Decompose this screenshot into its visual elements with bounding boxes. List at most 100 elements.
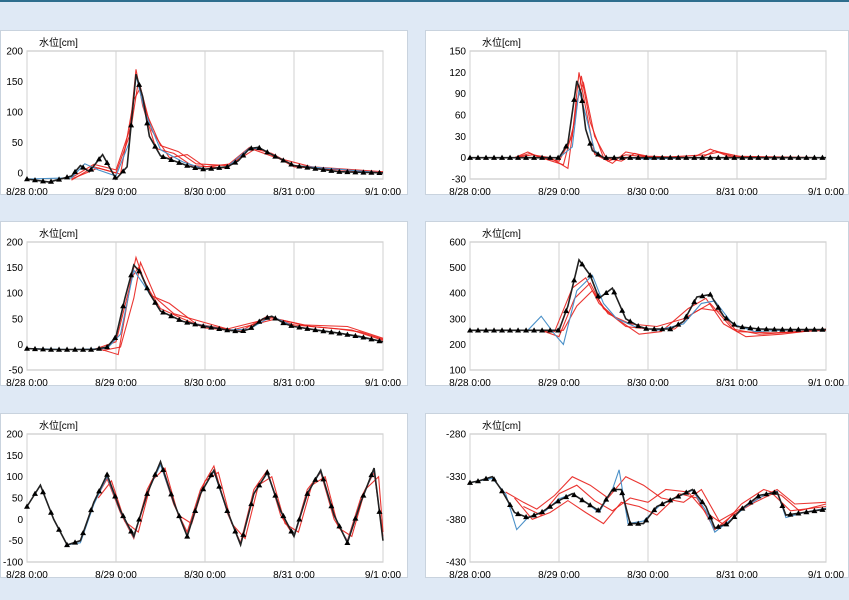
y-tick-label: 500 xyxy=(449,263,466,274)
observed-line xyxy=(26,459,384,548)
forecast-line xyxy=(523,484,827,526)
observed-point xyxy=(120,303,127,309)
observed-point xyxy=(72,168,79,175)
observed-point xyxy=(603,289,610,296)
observed-point xyxy=(128,272,135,278)
observed-point xyxy=(499,488,506,494)
chart-panel-6: 8/28 0:00 8/29 0:00 8/30 0:00 8/31 0:00 9/1 … xyxy=(425,413,849,581)
observed-point xyxy=(224,163,231,170)
observed-point xyxy=(627,154,634,160)
chart-panel-5: 8/28 0:00 8/29 0:00 8/30 0:00 8/31 0:00 9/1 … xyxy=(0,413,408,581)
observed-point xyxy=(320,166,327,172)
observed-point xyxy=(40,346,47,352)
observed-point xyxy=(467,154,473,160)
x-tick-label: 8/30 0:00 xyxy=(627,378,669,389)
observed-point xyxy=(651,154,658,160)
observed-point xyxy=(88,346,95,352)
x-tick-label: 8/30 0:00 xyxy=(184,570,226,581)
observed-point xyxy=(352,169,359,175)
y-tick-label: 150 xyxy=(6,451,23,462)
observed-point xyxy=(248,145,255,151)
observed-point xyxy=(192,507,199,513)
observed-point xyxy=(352,515,359,521)
observed-point xyxy=(216,483,223,489)
observed-point xyxy=(595,151,602,157)
y-axis-label: 水位[cm] xyxy=(39,36,78,49)
observed-point xyxy=(160,153,167,160)
observed-point xyxy=(779,326,786,332)
observed-point xyxy=(304,490,311,496)
observed-point xyxy=(360,169,367,175)
x-tick-label: 8/29 0:00 xyxy=(95,187,137,198)
observed-point xyxy=(723,154,730,160)
observed-point xyxy=(296,324,303,330)
observed-point xyxy=(64,174,71,180)
observed-point xyxy=(491,476,498,482)
x-tick-label: 8/30 0:00 xyxy=(627,570,669,581)
observed-point xyxy=(635,154,642,160)
observed-point xyxy=(152,471,159,477)
observed-point xyxy=(96,156,103,162)
observed-point xyxy=(232,528,239,534)
observed-point xyxy=(643,325,650,331)
observed-point xyxy=(264,469,271,475)
y-tick-label: 0 xyxy=(17,340,23,351)
observed-point xyxy=(104,471,111,477)
y-tick-label: 150 xyxy=(6,77,23,88)
observed-point xyxy=(651,506,658,513)
forecast-line xyxy=(93,255,384,351)
forecast-line xyxy=(102,260,384,352)
observed-point xyxy=(80,346,87,352)
observed-point xyxy=(376,338,383,344)
observed-point xyxy=(24,503,30,509)
observed-point xyxy=(739,505,746,511)
observed-point xyxy=(475,154,482,160)
observed-point xyxy=(675,154,682,160)
y-tick-label: 0 xyxy=(17,168,23,179)
observed-point xyxy=(587,272,594,278)
observed-point xyxy=(723,315,730,321)
observed-point xyxy=(619,154,626,160)
observed-point xyxy=(280,157,287,163)
observed-point xyxy=(88,166,95,172)
observed-point xyxy=(683,489,690,495)
observed-point xyxy=(96,345,103,351)
y-tick-label: 0 xyxy=(17,515,23,526)
observed-point xyxy=(595,293,602,299)
y-tick-label: 100 xyxy=(6,472,23,483)
observed-point xyxy=(200,166,207,172)
y-tick-label: -50 xyxy=(9,366,24,377)
observed-point xyxy=(811,154,818,160)
x-tick-label: 8/29 0:00 xyxy=(95,570,137,581)
observed-point xyxy=(579,261,586,267)
observed-point xyxy=(675,321,682,327)
observed-point xyxy=(48,178,55,184)
observed-point xyxy=(328,329,335,335)
observed-point xyxy=(619,489,626,496)
observed-point xyxy=(312,476,319,482)
observed-point xyxy=(795,510,802,516)
observed-point xyxy=(691,154,698,160)
observed-point xyxy=(819,326,826,332)
observed-point xyxy=(176,316,183,322)
observed-point xyxy=(72,346,79,352)
y-tick-label: 50 xyxy=(12,494,24,505)
y-axis-label: 水位[cm] xyxy=(39,227,78,240)
observed-point xyxy=(128,122,135,128)
observed-point xyxy=(547,154,554,160)
observed-point xyxy=(483,154,490,160)
observed-point xyxy=(96,488,103,494)
observed-point xyxy=(64,346,71,352)
observed-point xyxy=(200,323,207,329)
observed-point xyxy=(571,277,578,283)
observed-point xyxy=(112,174,119,180)
observed-point xyxy=(168,491,175,497)
observed-point xyxy=(328,503,335,509)
forecast-line xyxy=(514,493,827,531)
observed-point xyxy=(691,488,698,494)
observed-point xyxy=(547,327,554,333)
observed-point xyxy=(328,167,335,173)
forecast-line xyxy=(536,276,827,338)
observed-point xyxy=(803,154,810,160)
y-tick-label: -50 xyxy=(9,536,24,547)
